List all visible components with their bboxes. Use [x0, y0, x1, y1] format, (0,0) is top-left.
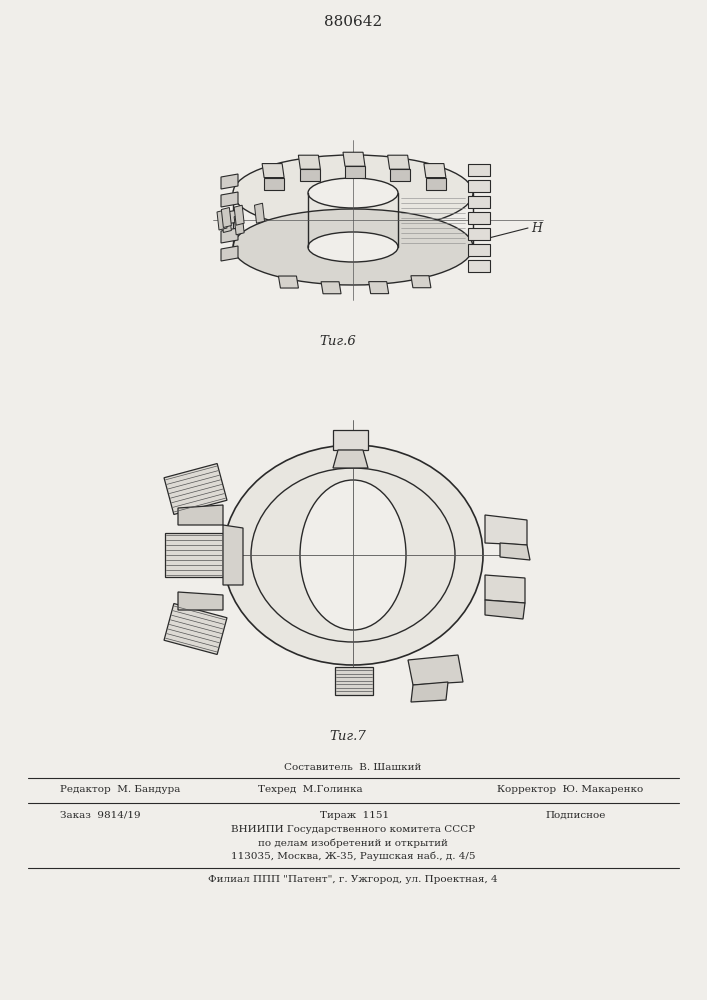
Polygon shape: [333, 450, 368, 468]
Polygon shape: [468, 164, 490, 176]
Polygon shape: [468, 244, 490, 256]
Text: ВНИИПИ Государственного комитета СССР: ВНИИПИ Государственного комитета СССР: [231, 826, 475, 834]
Text: Заказ  9814/19: Заказ 9814/19: [60, 810, 141, 820]
Text: Редактор  М. Бандура: Редактор М. Бандура: [60, 786, 180, 794]
Ellipse shape: [308, 178, 398, 208]
Text: 880642: 880642: [324, 15, 382, 29]
Polygon shape: [178, 505, 223, 525]
Polygon shape: [387, 155, 409, 169]
Ellipse shape: [223, 445, 483, 665]
Text: по делам изобретений и открытий: по делам изобретений и открытий: [258, 838, 448, 848]
Polygon shape: [298, 155, 320, 169]
Polygon shape: [390, 169, 409, 181]
Text: H: H: [531, 222, 542, 234]
Polygon shape: [408, 655, 463, 685]
Text: Тираж  1151: Тираж 1151: [320, 810, 389, 820]
Polygon shape: [333, 430, 368, 450]
Polygon shape: [321, 282, 341, 294]
Text: Корректор  Ю. Макаренко: Корректор Ю. Макаренко: [497, 786, 643, 794]
Polygon shape: [485, 575, 525, 603]
Polygon shape: [300, 169, 320, 181]
Polygon shape: [343, 152, 365, 166]
Text: Τиг.7: Τиг.7: [329, 730, 366, 743]
Polygon shape: [164, 464, 227, 514]
Polygon shape: [500, 543, 530, 560]
Text: Подписное: Подписное: [545, 810, 605, 820]
Polygon shape: [468, 180, 490, 192]
Polygon shape: [178, 592, 223, 610]
Polygon shape: [468, 228, 490, 240]
Polygon shape: [255, 203, 264, 223]
Text: Техред  М.Голинка: Техред М.Голинка: [257, 786, 362, 794]
Polygon shape: [234, 205, 244, 225]
Polygon shape: [221, 174, 238, 189]
Polygon shape: [262, 164, 284, 178]
Polygon shape: [411, 682, 448, 702]
Polygon shape: [368, 282, 389, 294]
Text: 113035, Москва, Ж-35, Раушская наб., д. 4/5: 113035, Москва, Ж-35, Раушская наб., д. …: [230, 851, 475, 861]
Polygon shape: [485, 515, 527, 545]
Ellipse shape: [233, 209, 473, 285]
Polygon shape: [468, 196, 490, 208]
Polygon shape: [164, 604, 227, 654]
Polygon shape: [217, 210, 227, 230]
Polygon shape: [335, 667, 373, 695]
Polygon shape: [345, 166, 365, 178]
Polygon shape: [221, 212, 231, 232]
Ellipse shape: [233, 155, 473, 231]
Polygon shape: [279, 276, 298, 288]
Polygon shape: [468, 212, 490, 224]
Polygon shape: [485, 600, 525, 619]
Ellipse shape: [308, 232, 398, 262]
Polygon shape: [221, 246, 238, 261]
Polygon shape: [264, 178, 284, 190]
Polygon shape: [234, 215, 244, 235]
Ellipse shape: [300, 480, 406, 630]
Polygon shape: [221, 228, 238, 243]
Polygon shape: [223, 525, 243, 585]
Polygon shape: [426, 178, 446, 190]
Polygon shape: [411, 276, 431, 288]
Text: Составитель  В. Шашкий: Составитель В. Шашкий: [284, 764, 421, 772]
Polygon shape: [468, 260, 490, 272]
Polygon shape: [165, 533, 223, 577]
Text: Τиг.6: Τиг.6: [320, 335, 356, 348]
Text: Филиал ППП "Патент", г. Ужгород, ул. Проектная, 4: Филиал ППП "Патент", г. Ужгород, ул. Про…: [208, 876, 498, 884]
Polygon shape: [221, 192, 238, 207]
Polygon shape: [221, 208, 231, 228]
Polygon shape: [424, 164, 446, 178]
Polygon shape: [221, 210, 238, 225]
